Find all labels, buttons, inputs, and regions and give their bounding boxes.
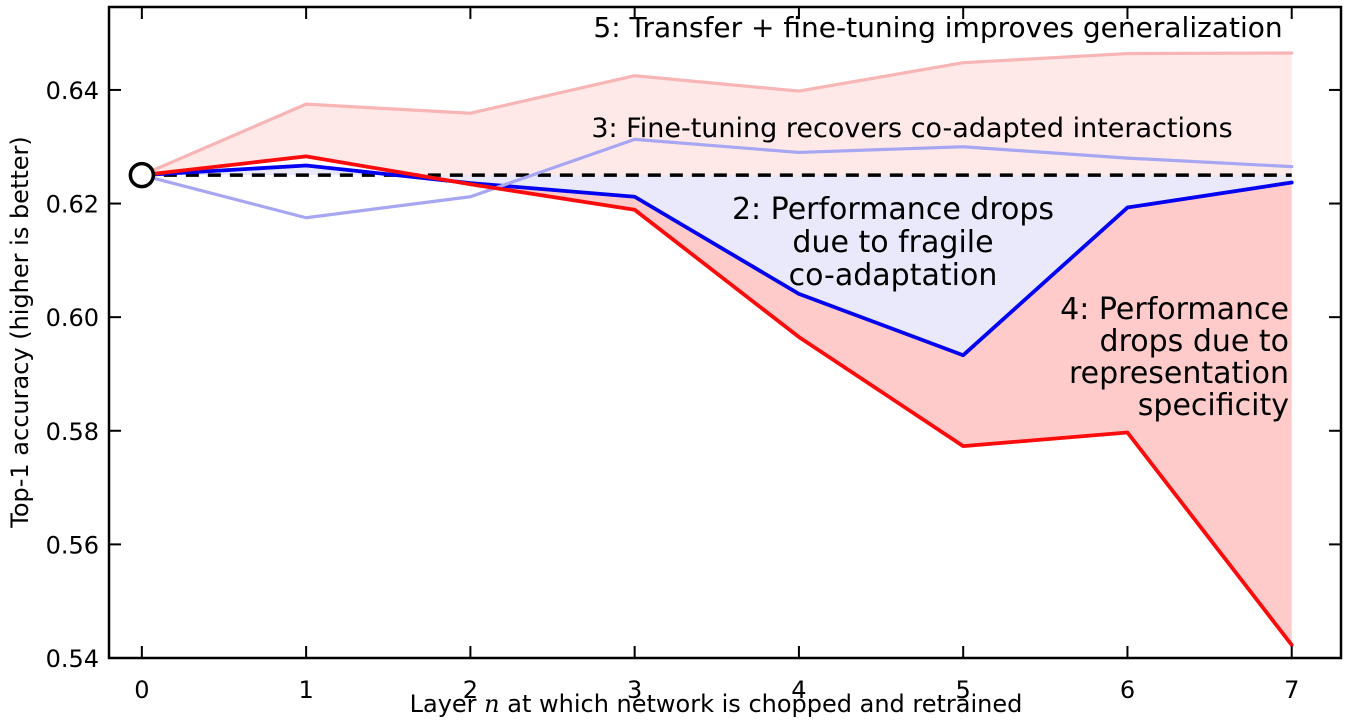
series-line-2-performance-drops-fragile-coadaptation (139, 163, 1294, 358)
series-line-5-transfer-plus-finetuning-improves-generalization (140, 51, 1294, 177)
x-tick-label: 1 (298, 676, 313, 704)
axes-frame-and-ticks (107, 5, 1343, 660)
annotation-2-fragile-coadaptation: 2: Performance drops due to fragile co-a… (732, 192, 1054, 293)
annotation-5-transfer-finetuning: 5: Transfer + fine-tuning improves gener… (593, 11, 1282, 44)
x-axis-label-math-n: n (484, 690, 499, 718)
y-tick-label: 0.60 (46, 304, 99, 332)
x-tick-label: 7 (1284, 676, 1299, 704)
x-axis-label: Layer n at which network is chopped and … (410, 690, 1023, 718)
fill-blue-band-baseline-to-blue (141, 165, 1292, 356)
x-tick-label: 4 (791, 676, 806, 704)
x-axis-label-pre: Layer (410, 690, 485, 718)
baseline-start-marker (128, 161, 156, 189)
y-tick-label: 0.64 (46, 77, 99, 105)
y-axis-label: Top-1 accuracy (higher is better) (6, 136, 34, 529)
x-tick-label: 3 (627, 676, 642, 704)
annotation-2-line1: 2: Performance drops (732, 192, 1054, 227)
fill-red-band-blue-to-red (470, 182, 1292, 645)
x-tick-label: 2 (463, 676, 478, 704)
annotation-3-finetuning-recovers: 3: Fine-tuning recovers co-adapted inter… (591, 113, 1232, 144)
y-tick-label: 0.62 (46, 191, 99, 219)
annotation-2-line2: due to fragile (792, 225, 993, 260)
y-tick-label: 0.58 (46, 418, 99, 446)
plot-frame (107, 5, 1343, 660)
annotation-4-representation-specificity: 4: Performance drops due to representati… (1060, 292, 1289, 423)
annotation-4-line4: specificity (1138, 388, 1289, 423)
annotation-2-line3: co-adaptation (789, 258, 998, 293)
data-series-lines (128, 51, 1294, 647)
y-tick-label: 0.54 (46, 645, 99, 673)
x-tick-label: 6 (1120, 676, 1135, 704)
x-tick-label: 0 (134, 676, 149, 704)
annotation-4-line3: representation (1069, 356, 1289, 391)
series-line-4-performance-drops-representation-specificity (139, 154, 1294, 647)
annotation-4-line2: drops due to (1100, 324, 1289, 359)
shaded-regions (141, 53, 1292, 645)
y-tick-label: 0.56 (46, 531, 99, 559)
x-axis-label-post: at which network is chopped and retraine… (500, 690, 1023, 718)
tick-labels: 0 1 2 3 4 5 6 7 0.54 0.56 0.58 0.60 0.62 0.64 (46, 77, 1300, 704)
x-tick-label: 5 (956, 676, 971, 704)
series-line-3-finetuning-recovers-coadapted-interactions (140, 137, 1294, 220)
annotation-4-line1: 4: Performance (1060, 292, 1289, 327)
